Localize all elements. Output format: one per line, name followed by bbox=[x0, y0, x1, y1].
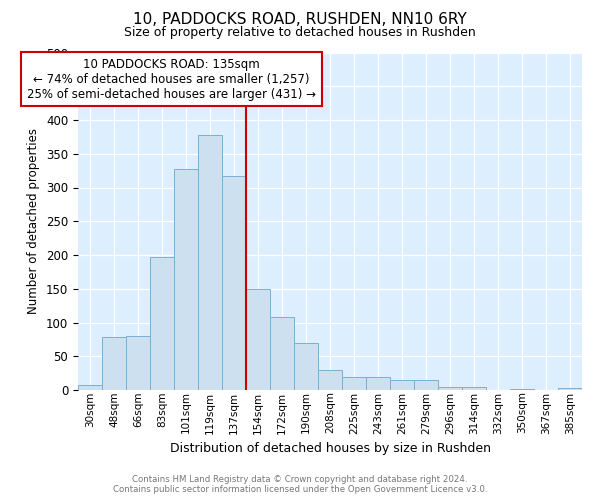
Bar bbox=[558, 388, 582, 390]
Text: 10, PADDOCKS ROAD, RUSHDEN, NN10 6RY: 10, PADDOCKS ROAD, RUSHDEN, NN10 6RY bbox=[133, 12, 467, 28]
Bar bbox=[102, 338, 126, 390]
Bar bbox=[126, 336, 150, 390]
Bar bbox=[174, 168, 198, 390]
Text: Size of property relative to detached houses in Rushden: Size of property relative to detached ho… bbox=[124, 26, 476, 39]
Bar bbox=[294, 343, 318, 390]
Text: 10 PADDOCKS ROAD: 135sqm
← 74% of detached houses are smaller (1,257)
25% of sem: 10 PADDOCKS ROAD: 135sqm ← 74% of detach… bbox=[27, 58, 316, 100]
Bar bbox=[246, 289, 270, 390]
Bar bbox=[150, 257, 174, 390]
X-axis label: Distribution of detached houses by size in Rushden: Distribution of detached houses by size … bbox=[170, 442, 491, 455]
Bar bbox=[510, 388, 534, 390]
Bar bbox=[318, 370, 342, 390]
Bar bbox=[222, 176, 246, 390]
Bar bbox=[438, 386, 462, 390]
Bar bbox=[270, 317, 294, 390]
Bar bbox=[198, 135, 222, 390]
Bar bbox=[78, 384, 102, 390]
Bar bbox=[390, 380, 414, 390]
Bar bbox=[462, 388, 486, 390]
Bar bbox=[414, 380, 438, 390]
Y-axis label: Number of detached properties: Number of detached properties bbox=[28, 128, 40, 314]
Bar bbox=[366, 376, 390, 390]
Text: Contains HM Land Registry data © Crown copyright and database right 2024.
Contai: Contains HM Land Registry data © Crown c… bbox=[113, 474, 487, 494]
Bar bbox=[342, 376, 366, 390]
